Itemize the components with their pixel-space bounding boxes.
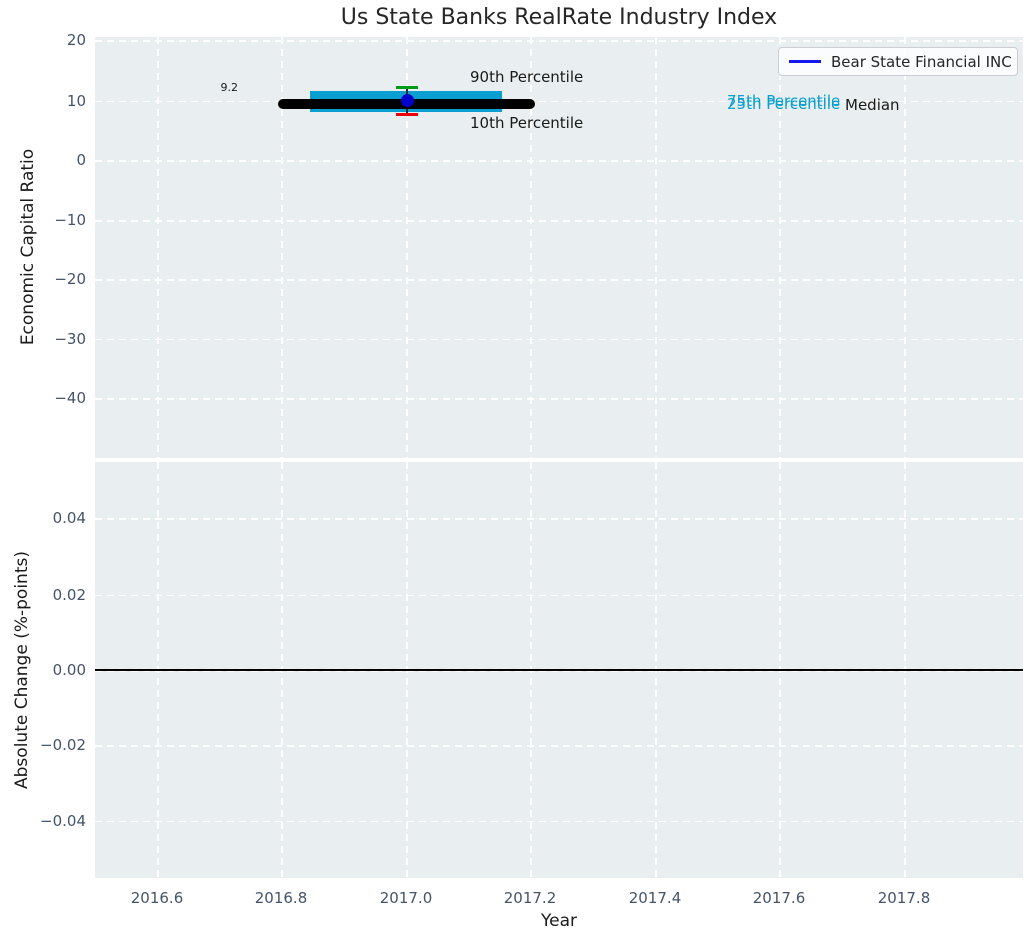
ytick-label: 0.04 xyxy=(52,509,86,527)
xtick-label: 2017.0 xyxy=(379,889,433,907)
company-data-point xyxy=(400,93,414,107)
gridline-horizontal xyxy=(95,518,1023,520)
gridline-horizontal xyxy=(95,338,1023,341)
gridline-horizontal xyxy=(95,100,1023,103)
ytick-label: −0.02 xyxy=(40,736,86,754)
p10-whisker-cap xyxy=(396,113,418,116)
top-plot-area: 9.2 90th Percentile 10th Percentile 75th… xyxy=(95,37,1023,458)
annotation-median: Median xyxy=(845,96,900,114)
gridline-horizontal xyxy=(95,279,1023,281)
gridline-horizontal xyxy=(95,160,1023,162)
zero-baseline xyxy=(95,668,1023,671)
top-y-axis-title: Economic Capital Ratio xyxy=(18,148,38,346)
annotation-25th-percentile: 25th Percentile xyxy=(727,94,841,113)
gridline-horizontal xyxy=(95,820,1023,823)
legend: Bear State Financial INC xyxy=(778,47,1018,76)
xtick-label: 2017.4 xyxy=(628,889,682,907)
bottom-y-axis-title: Absolute Change (%-points) xyxy=(12,551,32,789)
ytick-label: −30 xyxy=(54,329,86,348)
ytick-label: 10 xyxy=(66,91,86,110)
ytick-label: 0.00 xyxy=(52,661,86,679)
gridline-vertical xyxy=(530,37,532,458)
gridline-horizontal xyxy=(95,670,1023,672)
bottom-plot-area xyxy=(95,462,1023,878)
annotation-10th-percentile: 10th Percentile xyxy=(470,114,584,132)
p90-whisker-cap xyxy=(396,85,418,89)
xtick-label: 2017.2 xyxy=(503,889,557,907)
xtick-label: 2016.6 xyxy=(130,889,184,907)
ytick-label: 0 xyxy=(76,151,86,169)
gridline-horizontal xyxy=(95,594,1023,597)
ytick-label: −0.04 xyxy=(40,811,86,830)
ytick-label: −10 xyxy=(54,211,86,229)
gridline-vertical xyxy=(655,37,657,458)
gridline-vertical xyxy=(779,37,781,458)
ytick-label: 0.02 xyxy=(52,585,86,604)
x-axis-title: Year xyxy=(541,911,577,931)
gridline-vertical xyxy=(157,37,159,458)
annotation-90th-percentile: 90th Percentile xyxy=(470,68,584,86)
gridline-horizontal xyxy=(95,745,1023,747)
legend-label: Bear State Financial INC xyxy=(831,52,1012,71)
gridline-vertical xyxy=(406,37,408,458)
ytick-label: 20 xyxy=(66,31,86,49)
xtick-label: 2017.6 xyxy=(752,889,806,907)
gridline-vertical xyxy=(281,37,283,458)
gridline-vertical xyxy=(904,37,906,458)
xtick-label: 2016.8 xyxy=(254,889,308,907)
gridline-horizontal xyxy=(95,398,1023,400)
annotation-75th-percentile: 75th Percentile xyxy=(727,92,841,110)
chart-title: Us State Banks RealRate Industry Index xyxy=(340,5,778,30)
ytick-label: −40 xyxy=(54,389,86,407)
median-value-label: 9.2 xyxy=(220,81,239,94)
xtick-label: 2017.8 xyxy=(877,889,931,907)
gridline-horizontal xyxy=(95,220,1023,222)
ytick-label: −20 xyxy=(54,270,86,288)
gridline-horizontal xyxy=(95,40,1023,42)
legend-line-sample xyxy=(789,60,821,63)
